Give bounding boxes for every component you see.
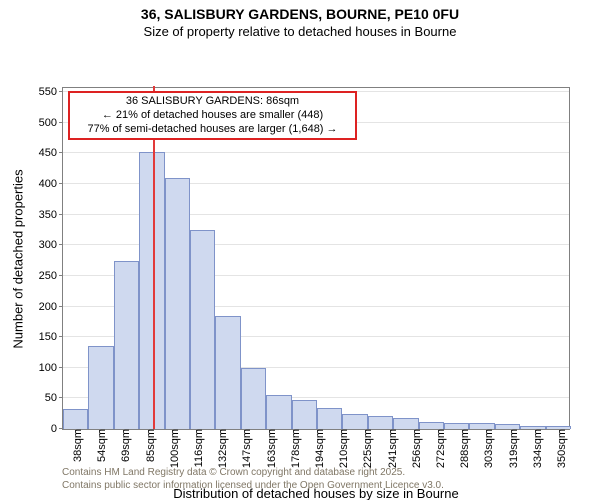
x-tick-label: 194sqm [308,429,326,468]
annotation-line: 36 SALISBURY GARDENS: 86sqm [74,95,351,109]
histogram-bar [292,400,317,429]
histogram-bar [419,422,444,429]
x-tick-label: 334sqm [526,429,544,468]
x-tick-label: 132sqm [211,429,229,468]
x-tick-label: 319sqm [502,429,520,468]
x-tick-label: 178sqm [284,429,302,468]
x-tick-label: 116sqm [187,429,205,467]
x-tick-label: 288sqm [453,429,471,468]
page-subtitle: Size of property relative to detached ho… [0,24,600,39]
y-tick-label: 150 [39,331,63,343]
annotation-box: 36 SALISBURY GARDENS: 86sqm← 21% of deta… [68,91,357,140]
x-tick-label: 303sqm [477,429,495,468]
histogram-bar [241,368,266,429]
footer-attribution: Contains HM Land Registry data © Crown c… [62,467,444,492]
x-tick-label: 350sqm [550,429,568,468]
footer-line-2: Contains public sector information licen… [62,480,444,493]
histogram-bar [317,408,342,429]
y-tick-label: 300 [39,239,63,251]
histogram-bar [368,416,393,429]
histogram-bar [266,395,291,429]
y-tick-label: 100 [39,362,63,374]
annotation-line: ← 21% of detached houses are smaller (44… [74,109,351,123]
y-tick-label: 500 [39,117,63,129]
y-tick-label: 0 [51,423,63,435]
histogram-bar [88,346,113,429]
histogram-bar [342,414,367,429]
y-axis-label: Number of detached properties [11,169,26,348]
footer-line-1: Contains HM Land Registry data © Crown c… [62,467,444,480]
x-tick-label: 85sqm [139,429,157,462]
histogram-bar [393,418,418,429]
page-title: 36, SALISBURY GARDENS, BOURNE, PE10 0FU [0,6,600,22]
x-tick-label: 256sqm [405,429,423,468]
x-tick-label: 163sqm [260,429,278,468]
x-tick-label: 54sqm [90,429,108,462]
x-tick-label: 38sqm [66,429,84,462]
y-tick-label: 350 [39,209,63,221]
histogram-bar [165,178,190,429]
x-tick-label: 147sqm [235,429,253,468]
y-tick-label: 450 [39,147,63,159]
x-tick-label: 69sqm [114,429,132,462]
x-tick-label: 241sqm [381,429,399,468]
x-tick-label: 100sqm [163,429,181,468]
histogram-bar [114,261,139,429]
x-tick-label: 272sqm [429,429,447,468]
histogram-bar [63,409,88,429]
annotation-line: 77% of semi-detached houses are larger (… [74,123,351,137]
y-tick-label: 50 [45,392,63,404]
y-tick-label: 250 [39,270,63,282]
histogram-bar [139,152,164,429]
y-tick-label: 400 [39,178,63,190]
x-tick-label: 225sqm [356,429,374,468]
histogram-bar [190,230,215,429]
histogram-bar [215,316,240,429]
x-tick-label: 210sqm [332,429,350,468]
y-tick-label: 550 [39,86,63,98]
y-tick-label: 200 [39,301,63,313]
